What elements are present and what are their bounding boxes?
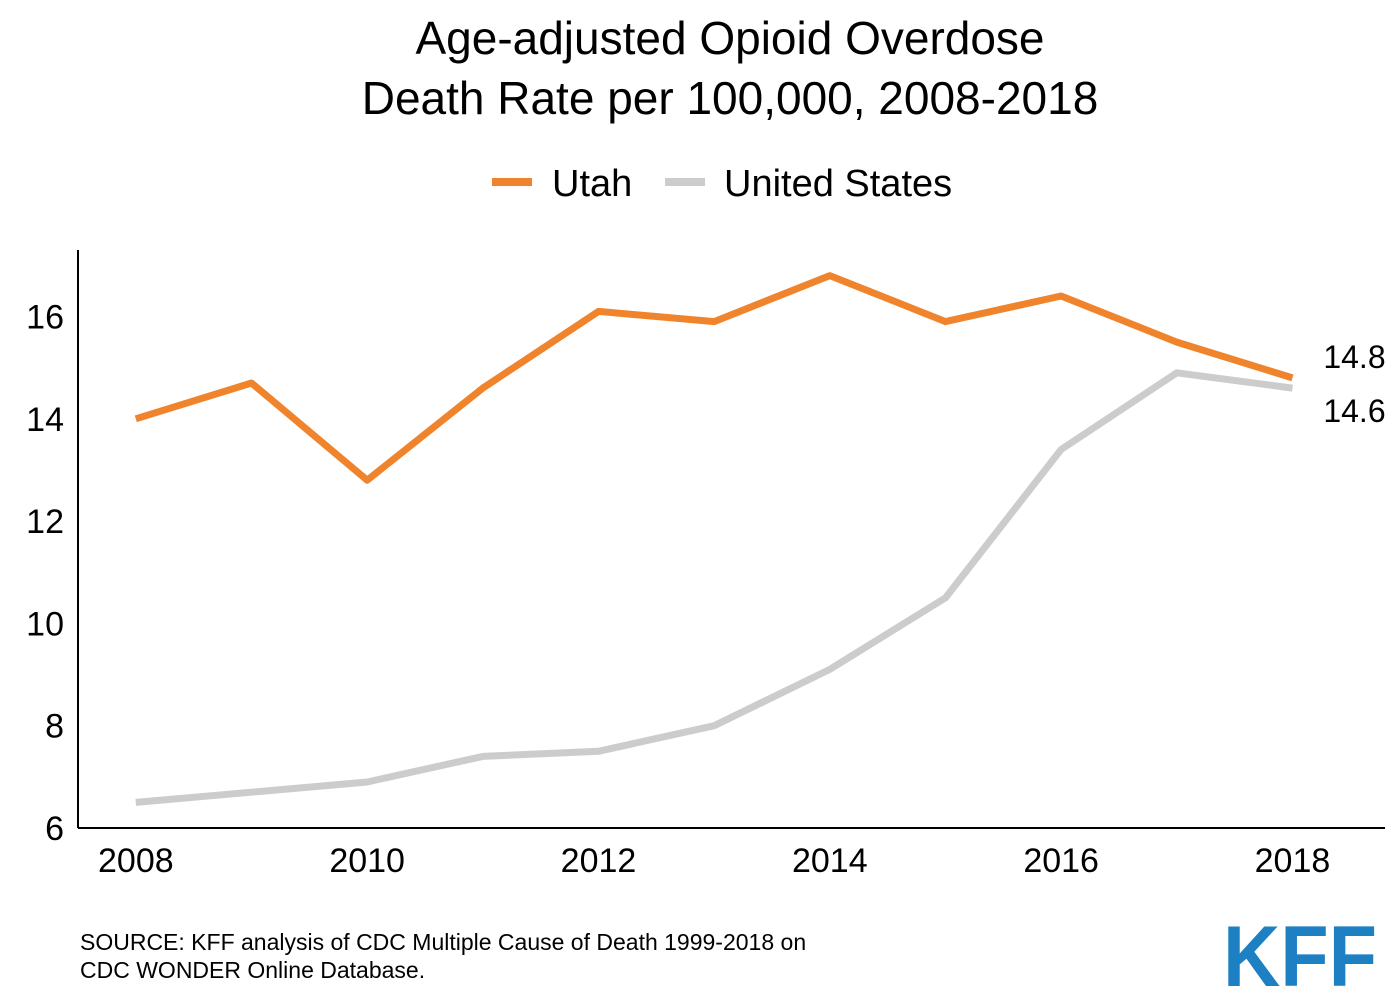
kff-logo: KFF <box>1223 918 1377 990</box>
source-line-2: CDC WONDER Online Database. <box>80 957 426 983</box>
kff-logo-text: KFF <box>1223 918 1377 990</box>
series-line-0 <box>134 272 1294 484</box>
axes <box>77 250 1385 829</box>
chart-title-line-2: Death Rate per 100,000, 2008-2018 <box>361 72 1099 124</box>
x-tick-label-2008: 2008 <box>98 842 174 880</box>
series-lines <box>134 272 1294 806</box>
chart-title-line-1: Age-adjusted Opioid Overdose <box>415 12 1045 64</box>
y-tick-label-14: 14 <box>26 401 64 439</box>
y-tick-label-16: 16 <box>26 298 64 336</box>
x-tick-label-2018: 2018 <box>1255 842 1331 880</box>
x-tick-labels: 2008 2010 2012 2014 2016 2018 <box>98 842 1330 880</box>
y-tick-label-6: 6 <box>45 810 64 848</box>
x-tick-label-2010: 2010 <box>329 842 405 880</box>
end-label-1: 14.6 <box>1323 393 1385 429</box>
y-tick-label-8: 8 <box>45 708 64 746</box>
end-labels: 14.8 14.6 <box>1323 339 1385 429</box>
legend-label-1: United States <box>724 163 952 205</box>
end-label-0: 14.8 <box>1323 339 1385 375</box>
y-tick-label-10: 10 <box>26 605 64 643</box>
x-tick-label-2012: 2012 <box>561 842 637 880</box>
x-tick-label-2014: 2014 <box>792 842 868 880</box>
x-tick-label-2016: 2016 <box>1023 842 1099 880</box>
source-line-1: SOURCE: KFF analysis of CDC Multiple Cau… <box>80 929 807 955</box>
legend-label-0: Utah <box>552 163 632 205</box>
legend: Utah United States <box>492 163 952 205</box>
source-note: SOURCE: KFF analysis of CDC Multiple Cau… <box>80 928 806 984</box>
y-tick-label-12: 12 <box>26 503 64 541</box>
y-tick-labels: 6 8 10 12 14 16 <box>26 298 64 848</box>
series-line-1 <box>135 369 1293 806</box>
